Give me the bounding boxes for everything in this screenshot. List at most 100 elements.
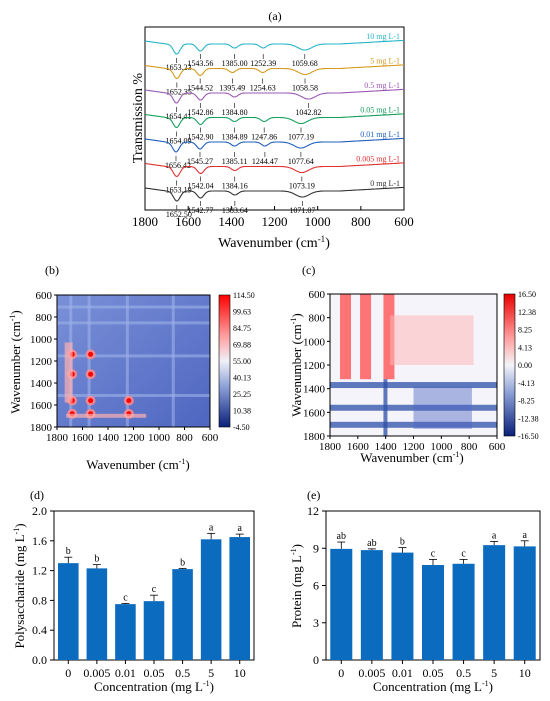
- spectrum-line: [144, 113, 404, 128]
- spectrum-line: [144, 39, 404, 55]
- bar-group: c 0.05: [421, 548, 445, 680]
- y-tick-label: 600: [309, 289, 326, 301]
- y-tick-label: 0.4: [32, 623, 47, 637]
- panel-c-x-axis-label: Wavenumber (cm-1): [360, 450, 463, 465]
- y-tick-label: 6: [313, 579, 319, 593]
- x-tick-label: 0.01: [392, 666, 413, 680]
- panel-c-y-axis-label: Wavenumber (cm-1): [289, 313, 304, 416]
- bar-group: a 10: [513, 530, 536, 680]
- peak-label: 1543.56: [187, 59, 213, 68]
- significance-letter: b: [66, 546, 71, 557]
- x-tick-label: 600: [394, 214, 414, 229]
- panel-c-label: (c): [302, 263, 315, 277]
- significance-letter: a: [237, 523, 242, 534]
- x-tick-label: 1000: [148, 432, 171, 444]
- peak-label: 1542.77: [188, 206, 214, 215]
- peak-label: 1077.19: [288, 133, 314, 142]
- x-tick-label: 1400: [218, 214, 244, 229]
- panel-c: (c) 16.50 12.38 8.25 4.13 0.00 -4.13 -8.25 -12.…: [289, 263, 539, 465]
- y-tick-label: 1.6: [32, 534, 47, 548]
- x-tick-label: 800: [351, 214, 371, 229]
- colorbar-label: 8.25: [518, 326, 532, 335]
- peak-label: 1059.68: [292, 59, 318, 68]
- bar-group: c 0.5: [452, 548, 475, 680]
- bar: [452, 563, 475, 660]
- x-tick-label: 0.005: [358, 666, 385, 680]
- panel-e: (e) 036912ab0ab0.005b0.01c0.05c0.5a5a10 …: [289, 488, 541, 694]
- y-tick-label: 800: [36, 312, 53, 324]
- colorbar-label: -12.38: [518, 414, 539, 423]
- x-tick-label: 1800: [46, 432, 69, 444]
- y-tick-label: 2.0: [32, 504, 47, 518]
- x-tick-label: 1000: [305, 214, 331, 229]
- y-tick-label: 1800: [303, 431, 326, 443]
- bar: [483, 545, 506, 660]
- bar: [115, 604, 136, 660]
- y-tick-label: 1400: [30, 378, 53, 390]
- colorbar-label: -4.50: [233, 423, 250, 432]
- peak-label: 1385.11: [222, 157, 248, 166]
- bar-group: ab 0.005: [358, 538, 385, 680]
- bar-group: b0: [58, 546, 79, 680]
- panel-d-label: (d): [30, 488, 44, 502]
- series-label: 0.01 mg L-1: [360, 130, 400, 139]
- bar: [513, 546, 536, 660]
- series-label: 0 mg L-1: [370, 179, 400, 188]
- peak-label: 1058.58: [292, 84, 318, 93]
- y-tick-label: 0.8: [32, 593, 47, 607]
- peak-label: 1384.16: [222, 182, 248, 191]
- x-tick-label: 5: [208, 666, 214, 680]
- panel-c-heatmap: [330, 294, 497, 436]
- y-tick-label: 1200: [303, 360, 326, 372]
- bar: [391, 552, 414, 660]
- x-tick-label: 10: [519, 666, 531, 680]
- panel-e-label: (e): [307, 488, 320, 502]
- peak-label: 1252.39: [250, 59, 276, 68]
- y-tick-label: 1000: [303, 336, 326, 348]
- x-tick-label: 1000: [430, 441, 453, 453]
- significance-letter: ab: [337, 531, 346, 542]
- significance-letter: a: [522, 530, 527, 541]
- bar-group: a 10: [229, 523, 250, 680]
- y-tick-label: 800: [309, 313, 326, 325]
- significance-letter: c: [123, 592, 128, 603]
- x-tick-label: 1600: [175, 214, 201, 229]
- peak-label: 1654.09: [165, 137, 191, 146]
- x-tick-label: 1200: [123, 432, 146, 444]
- panel-b-x-axis-label: Wavenumber (cm-1): [86, 457, 189, 472]
- y-tick-label: 9: [313, 541, 319, 555]
- bar-group: b 0.005: [83, 554, 110, 680]
- x-tick-label: 0: [65, 666, 71, 680]
- x-tick-label: 1600: [72, 432, 95, 444]
- bar: [421, 565, 445, 660]
- peak-label: 1544.52: [187, 84, 213, 93]
- significance-letter: c: [461, 548, 466, 559]
- colorbar-label: 84.75: [233, 324, 251, 333]
- colorbar-label: 114.50: [233, 291, 255, 300]
- peak-label: 1545.27: [187, 157, 213, 166]
- x-tick-label: 1800: [132, 214, 158, 229]
- panel-d-bars: 0.00.40.81.21.62.0b0b0.005c0.01c0.05b0.5…: [32, 504, 250, 680]
- peak-label: 1254.63: [250, 84, 276, 93]
- panel-b-heatmap: [57, 295, 210, 427]
- y-tick-label: 1600: [303, 407, 326, 419]
- peak-label: 1073.19: [289, 182, 315, 191]
- x-tick-label: 10: [234, 666, 246, 680]
- panel-b-ticks: 1800 1600 1400 1200 1000 800 60060080010001200…: [30, 290, 219, 444]
- peak-label: 1385.00: [222, 59, 248, 68]
- x-tick-label: 0.5: [456, 666, 471, 680]
- colorbar-label: 25.25: [233, 390, 251, 399]
- peak-label: 1071.07: [289, 206, 315, 215]
- x-tick-label: 5: [491, 666, 497, 680]
- y-tick-label: 1800: [30, 422, 53, 434]
- bar: [229, 537, 250, 660]
- x-tick-label: 600: [202, 432, 219, 444]
- bar: [172, 569, 193, 660]
- significance-letter: a: [209, 522, 214, 533]
- bar: [330, 548, 353, 660]
- spectrum-line: [144, 137, 404, 153]
- series-label: 0.5 mg L-1: [364, 81, 400, 90]
